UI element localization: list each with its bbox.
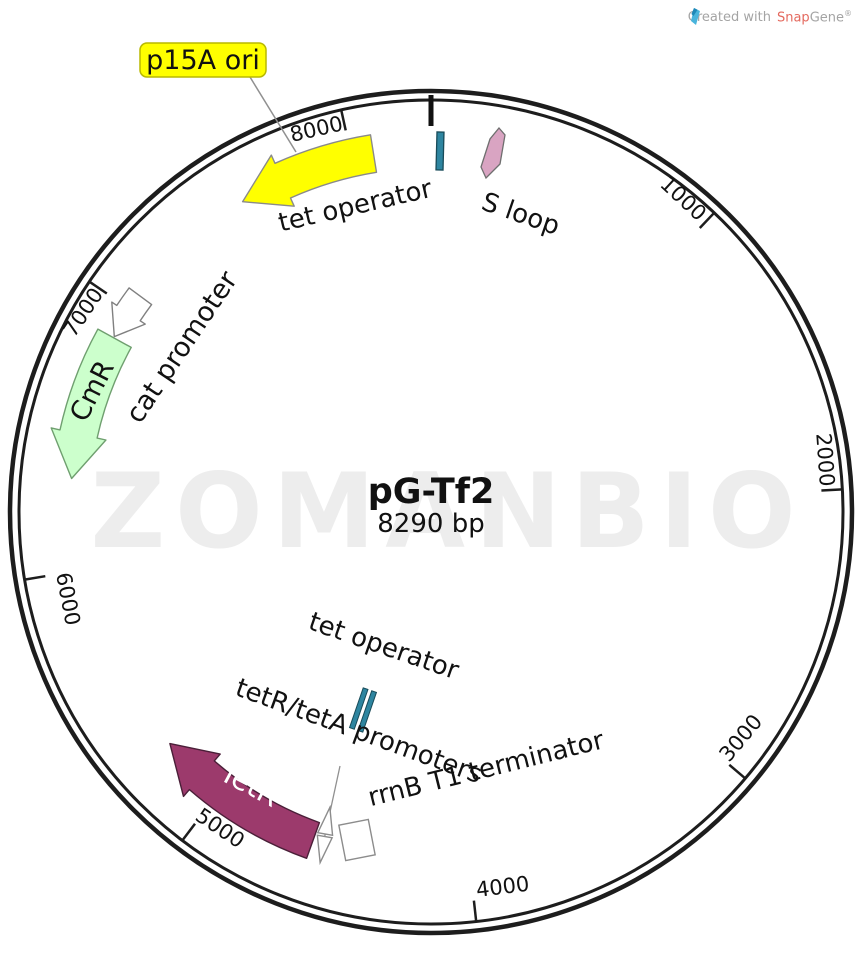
snapgene-logo-icon: [690, 8, 700, 25]
feature-arrow-tetr: [169, 742, 321, 859]
tick-label-2000: 2000: [811, 432, 839, 487]
tetr-teta-promoters-glyph: [316, 804, 334, 866]
tick-label-1000: 1000: [655, 172, 710, 226]
tet-operator-mid-glyph: [348, 687, 378, 733]
tick-label-3000: 3000: [714, 710, 767, 766]
plasmid-title: pG-Tf2: [368, 472, 495, 512]
p15a-ori-callout-line: [249, 76, 297, 153]
tet-operator-top-glyph: [435, 131, 445, 171]
tet-operator-mid-label: tet operator: [305, 607, 463, 686]
tetr-teta-callout-line: [321, 765, 341, 850]
brand-name: SnapGene®: [777, 9, 852, 25]
tick-mark-1000: [698, 211, 716, 229]
created-with-watermark: Created with SnapGene®: [688, 7, 852, 27]
background-watermark: ZOMANBIO: [90, 452, 805, 572]
tick-mark-6000: [24, 574, 46, 581]
tick-mark-7000: [88, 280, 108, 295]
tick-label-4000: 4000: [475, 872, 531, 902]
backbone-outer-circle: [7, 88, 855, 936]
p15a-ori-callout-box: [139, 42, 267, 78]
cat-promoter-label: cat promoter: [120, 265, 245, 429]
p15a-ori-callout-label: p15A ori: [146, 45, 260, 76]
tick-mark-2000: [821, 488, 843, 492]
tick-mark-4000: [472, 900, 478, 922]
backbone-and-features: [7, 88, 855, 936]
registered-mark: ®: [844, 8, 852, 18]
tick-mark-8000: [339, 109, 347, 131]
snapgene-logo-accent: [691, 8, 698, 16]
brand-snap: Snap: [776, 10, 810, 26]
s-loop-label: S loop: [478, 187, 564, 242]
tick-mark-3000: [728, 763, 747, 780]
s-loop-arrow-glyph: [480, 126, 506, 180]
plasmid-size: 8290 bp: [377, 509, 484, 539]
feature-arrow-cmr: [50, 328, 132, 480]
rrnb-t1-terminator-glyph: [338, 818, 376, 862]
feature-arrow-p15a-ori: [241, 134, 378, 207]
tick-label-6000: 6000: [51, 570, 85, 627]
feature-arrow-cat-promoter: [111, 287, 153, 338]
tick-mark-5000: [181, 822, 196, 842]
created-with-text: Created with: [687, 9, 771, 25]
brand-gene: Gene: [809, 10, 844, 26]
